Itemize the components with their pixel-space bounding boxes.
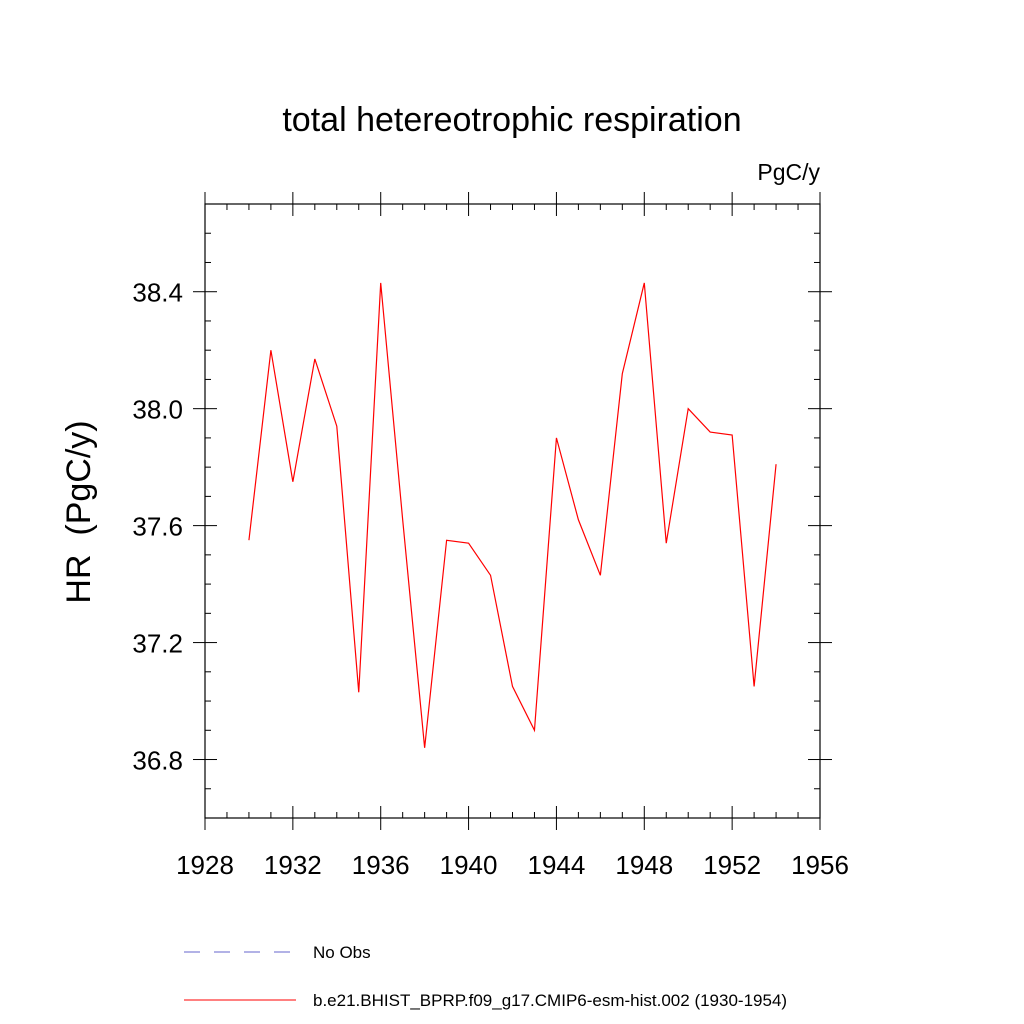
legend-label: No Obs bbox=[313, 943, 371, 962]
x-tick-label: 1948 bbox=[615, 850, 673, 880]
y-tick-label: 36.8 bbox=[132, 746, 183, 776]
legend-label: b.e21.BHIST_BPRP.f09_g17.CMIP6-esm-hist.… bbox=[313, 991, 787, 1010]
x-tick-label: 1928 bbox=[176, 850, 234, 880]
y-tick-label: 37.2 bbox=[132, 629, 183, 659]
legend: No Obs b.e21.BHIST_BPRP.f09_g17.CMIP6-esm… bbox=[184, 943, 787, 1010]
x-tick-label: 1936 bbox=[352, 850, 410, 880]
x-tick-label: 1956 bbox=[791, 850, 849, 880]
chart-title: total hetereotrophic respiration bbox=[282, 101, 741, 139]
x-tick-label: 1952 bbox=[703, 850, 761, 880]
plot-frame bbox=[204, 203, 821, 819]
y-axis-label: HR (PgC/y) bbox=[60, 420, 98, 603]
x-tick-label: 1944 bbox=[528, 850, 586, 880]
series-line bbox=[248, 282, 777, 748]
series-layer bbox=[248, 282, 777, 748]
x-tick-label: 1932 bbox=[264, 850, 322, 880]
y-axis-ticks bbox=[193, 203, 832, 819]
x-axis-ticks bbox=[204, 192, 821, 830]
y-tick-label: 37.6 bbox=[132, 512, 183, 542]
y-tick-label: 38.0 bbox=[132, 395, 183, 425]
x-axis-tick-labels: 1928 1932 1936 1940 1944 1948 1952 1956 bbox=[176, 850, 849, 880]
y-axis-tick-labels: 36.8 37.2 37.6 38.0 38.4 bbox=[132, 278, 183, 776]
y-tick-label: 38.4 bbox=[132, 278, 183, 308]
units-label: PgC/y bbox=[757, 159, 820, 185]
x-tick-label: 1940 bbox=[440, 850, 498, 880]
